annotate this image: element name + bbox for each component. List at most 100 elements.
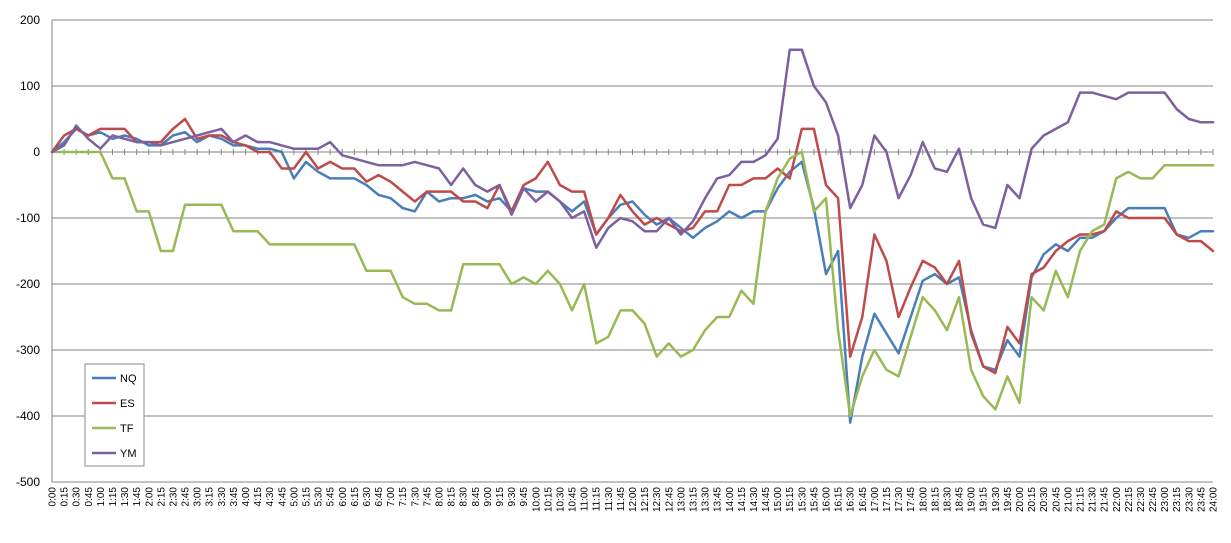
- legend-box: [84, 363, 145, 467]
- x-tick-label: 12:30: [652, 487, 663, 512]
- x-tick-label: 10:30: [555, 487, 566, 512]
- x-tick-label: 14:30: [749, 487, 760, 512]
- x-tick-label: 14:15: [737, 487, 748, 512]
- x-tick-label: 22:30: [1136, 487, 1147, 512]
- y-tick-label: 100: [20, 79, 40, 93]
- y-tick-label: 0: [33, 145, 40, 159]
- legend-label-es: ES: [120, 398, 135, 410]
- x-tick-label: 12:00: [628, 487, 639, 512]
- x-tick-label: 3:45: [229, 487, 240, 507]
- x-tick-label: 22:00: [1112, 487, 1123, 512]
- y-tick-label: -200: [16, 277, 40, 291]
- x-tick-label: 9:30: [507, 487, 518, 507]
- x-tick-label: 2:45: [181, 487, 192, 507]
- x-tick-label: 5:45: [326, 487, 337, 507]
- x-tick-label: 1:15: [108, 487, 119, 507]
- x-tick-label: 22:15: [1124, 487, 1135, 512]
- x-tick-label: 15:15: [785, 487, 796, 512]
- x-tick-label: 23:30: [1184, 487, 1195, 512]
- x-tick-label: 6:45: [374, 487, 385, 507]
- x-tick-label: 8:30: [459, 487, 470, 507]
- x-tick-label: 3:15: [205, 487, 216, 507]
- x-tick-label: 19:00: [967, 487, 978, 512]
- x-tick-label: 6:15: [350, 487, 361, 507]
- x-tick-label: 1:00: [96, 487, 107, 507]
- x-tick-label: 18:45: [955, 487, 966, 512]
- x-tick-label: 2:30: [168, 487, 179, 507]
- gridlines: [52, 19, 1213, 483]
- x-tick-label: 19:45: [1003, 487, 1014, 512]
- y-axis: 200 100 0 -100 -200 -300 -400 -500: [16, 13, 53, 489]
- x-tick-label: 21:15: [1075, 487, 1086, 512]
- x-tick-label: 15:30: [797, 487, 808, 512]
- x-tick-label: 21:00: [1063, 487, 1074, 512]
- x-tick-label: 0:00: [48, 487, 59, 507]
- x-tick-label: 7:00: [386, 487, 397, 507]
- x-tick-label: 16:15: [834, 487, 845, 512]
- series-line-nq: [50, 127, 1215, 424]
- x-tick-label: 20:15: [1027, 487, 1038, 512]
- x-tick-label: 13:00: [676, 487, 687, 512]
- x-tick-label: 10:15: [543, 487, 554, 512]
- x-tick-label: 16:00: [822, 487, 833, 512]
- x-tick-label: 12:15: [640, 487, 651, 512]
- legend-label-nq: NQ: [120, 373, 137, 385]
- x-tick-label: 9:45: [519, 487, 530, 507]
- x-tick-label: 16:45: [858, 487, 869, 512]
- x-tick-label: 11:00: [580, 487, 591, 512]
- x-tick-label: 16:30: [846, 487, 857, 512]
- x-tick-label: 7:15: [398, 487, 409, 507]
- x-tick-label: 1:30: [120, 487, 131, 507]
- legend: NQ ES TF YM: [84, 363, 145, 467]
- x-tick-label: 19:30: [991, 487, 1002, 512]
- x-tick-label: 14:45: [761, 487, 772, 512]
- x-tick-label: 17:30: [894, 487, 905, 512]
- x-tick-label: 4:45: [277, 487, 288, 507]
- x-tick-label: 0:15: [60, 487, 71, 507]
- x-tick-label: 19:15: [979, 487, 990, 512]
- x-tick-label: 7:45: [422, 487, 433, 507]
- x-tick-label: 3:00: [193, 487, 204, 507]
- x-tick-label: 17:15: [882, 487, 893, 512]
- x-tick-label: 24:00: [1209, 487, 1220, 512]
- x-tick-label: 9:00: [483, 487, 494, 507]
- x-tick-label: 14:00: [725, 487, 736, 512]
- y-tick-label: -300: [16, 343, 40, 357]
- x-tick-label: 11:45: [616, 487, 627, 512]
- x-tick-label: 0:30: [72, 487, 83, 507]
- x-tick-label: 13:45: [713, 487, 724, 512]
- x-tick-label: 10:45: [568, 487, 579, 512]
- x-tick-label: 18:00: [918, 487, 929, 512]
- x-tick-label: 13:30: [701, 487, 712, 512]
- y-tick-label: -400: [16, 409, 40, 423]
- x-tick-label: 21:30: [1088, 487, 1099, 512]
- legend-label-ym: YM: [120, 448, 137, 460]
- x-tick-label: 11:15: [592, 487, 603, 512]
- x-tick-label: 18:30: [942, 487, 953, 512]
- series-line-es: [50, 117, 1215, 375]
- x-tick-label: 4:15: [253, 487, 264, 507]
- x-tick-label: 11:30: [604, 487, 615, 512]
- x-tick-label: 15:00: [773, 487, 784, 512]
- series-line-tf: [50, 150, 1215, 418]
- x-tick-label: 5:15: [301, 487, 312, 507]
- x-tick-label: 5:00: [289, 487, 300, 507]
- x-tick-label: 2:15: [156, 487, 167, 507]
- x-axis: 0:00 0:15 0:30 0:45 1:00 1:15 1:30 1:45 2:00 2:15…: [48, 149, 1220, 512]
- x-tick-label: 23:15: [1172, 487, 1183, 512]
- x-tick-label: 8:15: [447, 487, 458, 507]
- x-tick-label: 1:45: [132, 487, 143, 507]
- x-tick-label: 6:00: [338, 487, 349, 507]
- x-tick-label: 9:15: [495, 487, 506, 507]
- x-tick-label: 23:00: [1160, 487, 1171, 512]
- x-tick-label: 22:45: [1148, 487, 1159, 512]
- x-tick-label: 0:45: [84, 487, 95, 507]
- x-tick-label: 5:30: [314, 487, 325, 507]
- x-tick-label: 13:15: [688, 487, 699, 512]
- x-tick-label: 10:00: [531, 487, 542, 512]
- series-lines: [50, 48, 1215, 424]
- x-tick-label: 8:00: [435, 487, 446, 507]
- x-tick-label: 15:45: [809, 487, 820, 512]
- x-tick-label: 20:00: [1015, 487, 1026, 512]
- x-tick-label: 20:30: [1039, 487, 1050, 512]
